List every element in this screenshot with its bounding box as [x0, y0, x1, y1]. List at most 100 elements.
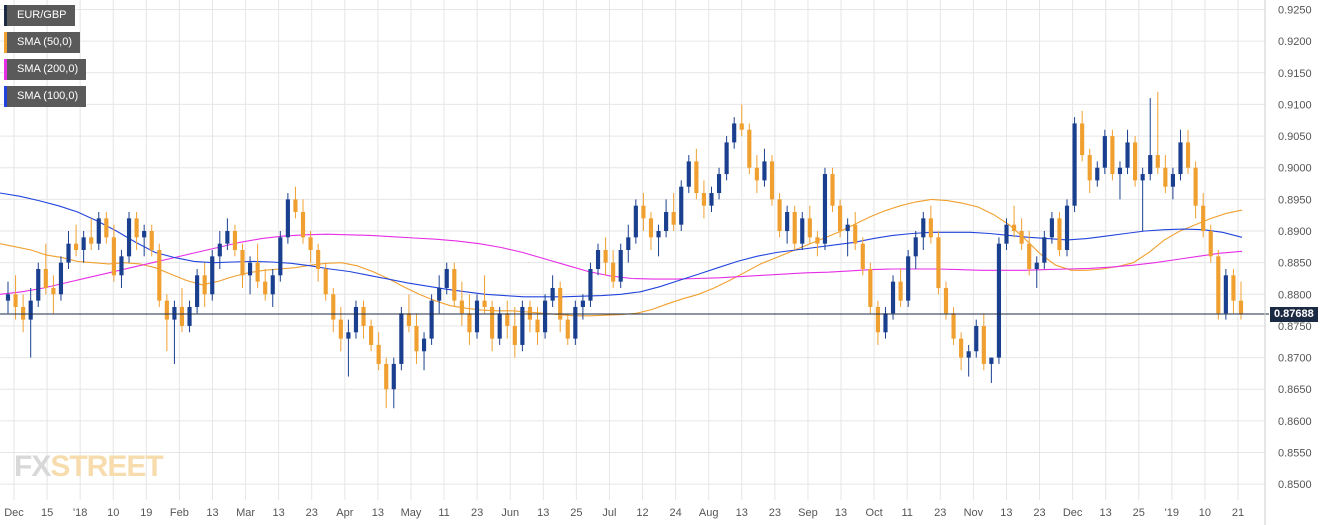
logo-fx: FX — [14, 450, 51, 483]
candle-body — [73, 243, 79, 250]
candle-body — [989, 357, 994, 364]
candle-body — [535, 319, 540, 333]
candle — [1216, 250, 1221, 320]
x-tick-label: 12 — [636, 507, 648, 519]
candle — [179, 287, 185, 333]
candle — [73, 224, 79, 257]
candle-body — [550, 287, 555, 301]
candle — [353, 300, 359, 339]
candle-body — [384, 363, 389, 390]
candle-body — [777, 199, 782, 232]
fxstreet-logo: FXSTREET — [14, 450, 164, 484]
candle-body — [747, 129, 752, 168]
candle-body — [376, 344, 381, 364]
candle — [951, 306, 956, 345]
candle — [21, 294, 26, 333]
candle-body — [565, 319, 570, 339]
candle — [308, 231, 313, 263]
candle-body — [1223, 275, 1228, 314]
candle-body — [1110, 136, 1115, 175]
candle — [1163, 155, 1168, 194]
candle-body — [490, 306, 495, 339]
candle — [505, 300, 510, 339]
candle-body — [81, 237, 86, 250]
candle — [149, 224, 154, 257]
candle — [157, 243, 162, 307]
candle — [671, 193, 676, 232]
x-tick-label: '19 — [1165, 507, 1179, 519]
candle-body — [1201, 205, 1206, 232]
candle — [467, 294, 472, 345]
candle — [875, 300, 880, 345]
candle — [1201, 193, 1206, 238]
candle-body — [928, 218, 933, 238]
candle-body — [800, 218, 805, 244]
candle-body — [13, 294, 18, 307]
candle — [860, 237, 865, 276]
candle-body — [656, 231, 661, 238]
x-tick-label: 11 — [901, 507, 912, 519]
candle-body — [921, 218, 926, 238]
candle — [694, 148, 699, 200]
candle — [618, 243, 623, 288]
y-tick-label: 0.9000 — [1278, 163, 1312, 175]
candle-body — [913, 237, 918, 257]
candle-body — [1185, 142, 1191, 168]
candle — [981, 313, 986, 371]
candle — [542, 294, 548, 339]
y-tick-label: 0.9150 — [1278, 68, 1312, 80]
candle — [1072, 117, 1077, 213]
legend-item[interactable]: SMA (50,0) — [4, 32, 81, 53]
x-tick-label: 13 — [273, 507, 285, 519]
candle-body — [247, 262, 253, 276]
candle — [762, 148, 767, 187]
candle-body — [906, 256, 911, 301]
candle-body — [43, 268, 48, 288]
candle — [679, 180, 684, 232]
candle — [792, 205, 797, 250]
candle-body — [195, 275, 200, 307]
candle — [1004, 218, 1009, 250]
candle — [28, 287, 33, 358]
legend-swatch — [4, 86, 7, 107]
candle — [225, 218, 230, 250]
candle — [66, 231, 71, 269]
candle — [1148, 98, 1153, 181]
candle — [96, 212, 101, 250]
legend-item[interactable]: SMA (100,0) — [4, 86, 87, 107]
x-tick-label: Aug — [699, 507, 719, 519]
candle-body — [1064, 205, 1070, 250]
candle-body — [28, 300, 33, 320]
candle — [1223, 268, 1228, 320]
x-tick-label: Nov — [964, 507, 984, 519]
x-tick-label: Jun — [501, 507, 519, 519]
legend-item[interactable]: SMA (200,0) — [4, 59, 87, 80]
candle-body — [724, 142, 729, 175]
candle — [550, 275, 555, 307]
candle — [732, 117, 737, 149]
candle — [853, 212, 858, 250]
candle-body — [263, 281, 268, 295]
candle — [1087, 148, 1092, 194]
legend-item[interactable]: EUR/GBP — [4, 5, 75, 26]
candle — [293, 186, 298, 219]
candle — [1034, 256, 1039, 288]
candle-body — [172, 306, 177, 320]
candle-body — [157, 250, 162, 301]
candle-body — [618, 250, 623, 282]
candle-body — [346, 332, 351, 339]
x-tick-label: 23 — [934, 507, 946, 519]
sma-line — [0, 192, 1243, 298]
candle — [1193, 161, 1198, 219]
candle — [172, 300, 177, 364]
candle — [603, 237, 608, 276]
candle-body — [255, 262, 260, 282]
candle-body — [187, 306, 192, 326]
grid-lines — [0, 0, 1265, 500]
candle-body — [792, 212, 797, 244]
candle — [626, 224, 631, 263]
candle — [316, 243, 321, 282]
candle-body — [429, 300, 434, 339]
candle — [913, 231, 918, 269]
candle — [921, 212, 926, 250]
